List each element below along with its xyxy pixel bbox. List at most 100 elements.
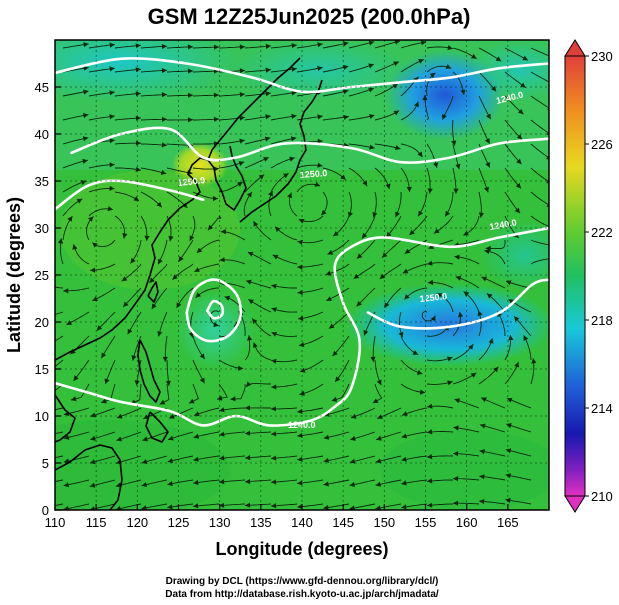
- streamline-arrowhead: [71, 396, 77, 402]
- streamline-arrowhead: [248, 299, 254, 305]
- streamline-arrowhead: [522, 55, 528, 61]
- streamline-arrowhead: [479, 449, 485, 455]
- credit-data: Data from http://database.rish.kyoto-u.a…: [165, 589, 439, 600]
- streamline-arrowhead: [63, 288, 69, 294]
- streamline-arrowhead: [283, 173, 289, 179]
- streamline-arrowhead: [363, 330, 369, 336]
- streamline-arrowhead: [298, 315, 304, 321]
- streamline-arrowhead: [263, 157, 269, 162]
- streamline-arrowhead: [161, 92, 167, 98]
- y-tick-label: 30: [35, 221, 49, 236]
- streamline-arrowhead: [37, 481, 42, 486]
- streamline-arrowhead: [484, 186, 489, 193]
- streamline-arrowhead: [479, 474, 485, 480]
- streamline-arrowhead: [144, 235, 150, 241]
- streamline-arrowhead: [402, 268, 409, 274]
- streamline-arrowhead: [551, 256, 556, 261]
- streamline-arrowhead: [96, 325, 103, 331]
- chart-title: GSM 12Z25Jun2025 (200.0hPa): [148, 4, 471, 29]
- streamline-arrowhead: [172, 274, 178, 280]
- streamline-arrowhead: [63, 505, 69, 510]
- streamline-arrowhead: [193, 503, 199, 509]
- streamline-arrowhead: [141, 505, 147, 510]
- colorbar-tick-label: 226: [591, 137, 613, 152]
- streamline: [530, 95, 549, 109]
- streamline-arrowhead: [82, 136, 89, 142]
- streamline-arrowhead: [135, 166, 141, 172]
- streamline-arrowhead: [239, 44, 245, 50]
- streamline-arrowhead: [291, 113, 297, 119]
- streamline-arrowhead: [335, 376, 341, 382]
- streamline-arrowhead: [130, 257, 136, 264]
- coastline-borneo: [55, 444, 123, 510]
- streamline-arrowhead: [379, 273, 386, 279]
- contour-line-c5: [366, 278, 549, 330]
- streamline-arrowhead: [414, 101, 419, 108]
- streamline-arrowhead: [372, 398, 379, 403]
- streamline-arrowhead: [485, 138, 490, 144]
- streamline-arrowhead: [121, 276, 128, 282]
- streamline-arrowhead: [531, 358, 537, 364]
- coastline-asia: [55, 57, 301, 361]
- streamline: [55, 286, 64, 289]
- streamline-arrowhead: [368, 40, 375, 46]
- streamline-arrowhead: [375, 458, 382, 464]
- streamline-arrowhead: [401, 433, 408, 439]
- streamline-arrowhead: [107, 206, 113, 212]
- streamline-arrowhead: [297, 456, 303, 462]
- streamline-arrowhead: [327, 249, 334, 255]
- streamline-arrowhead: [109, 42, 115, 48]
- streamline-arrowhead: [287, 192, 292, 199]
- streamline-arrowhead: [386, 231, 392, 238]
- grid: [55, 40, 549, 510]
- streamline-arrowhead: [160, 169, 167, 175]
- streamline-arrowhead: [162, 356, 168, 362]
- streamline-arrowhead: [178, 256, 184, 262]
- y-tick-label: 45: [35, 80, 49, 95]
- streamline-arrowhead: [447, 380, 453, 386]
- streamline-arrowhead: [470, 372, 477, 378]
- streamline-arrowhead: [479, 498, 485, 505]
- streamline-arrowhead: [83, 112, 89, 119]
- streamline-arrowhead: [149, 277, 155, 283]
- streamline-arrowhead: [375, 481, 381, 487]
- streamline-arrowhead: [417, 369, 423, 375]
- streamline-arrowhead: [446, 356, 453, 362]
- streamline-arrowhead: [551, 243, 556, 248]
- contour-line-c7: [206, 299, 225, 320]
- streamline-arrowhead: [300, 367, 306, 373]
- streamline-arrowhead: [342, 89, 349, 95]
- streamline-arrowhead: [434, 228, 440, 234]
- streamline-arrowhead: [486, 113, 491, 120]
- streamline: [55, 311, 64, 315]
- streamline-arrowhead: [297, 264, 303, 270]
- streamline-arrowhead: [193, 479, 199, 486]
- streamline-arrowhead: [131, 355, 137, 361]
- streamline-arrowhead: [340, 174, 346, 180]
- streamline-arrowhead: [508, 335, 514, 341]
- streamline-arrowhead: [421, 40, 427, 46]
- streamline-arrowhead: [196, 247, 203, 253]
- streamline-arrowhead: [348, 211, 353, 218]
- streamline-arrowhead: [516, 134, 523, 140]
- streamline-arrowhead: [63, 482, 70, 488]
- streamline-arrowhead: [375, 505, 381, 510]
- streamline-arrowhead: [162, 116, 167, 122]
- streamline-arrowhead: [73, 375, 79, 381]
- streamline-arrowhead: [92, 242, 98, 248]
- streamline-arrowhead: [297, 480, 303, 486]
- streamline-arrowhead: [41, 344, 47, 349]
- streamline-arrowhead: [349, 505, 355, 510]
- streamline-arrowhead: [417, 151, 423, 158]
- streamline-arrowhead: [331, 396, 338, 402]
- streamline-arrowhead: [516, 158, 522, 165]
- streamline-arrowhead: [332, 350, 338, 356]
- streamline-arrowhead: [219, 502, 225, 508]
- coastline-mindanao: [145, 411, 169, 443]
- contour-label: 1250.0: [419, 291, 447, 304]
- x-tick-label: 135: [250, 515, 272, 530]
- streamline-arrowhead: [116, 436, 122, 442]
- streamline-arrowhead: [447, 45, 453, 51]
- streamline-arrowhead: [245, 502, 251, 508]
- streamline-arrowhead: [412, 350, 419, 355]
